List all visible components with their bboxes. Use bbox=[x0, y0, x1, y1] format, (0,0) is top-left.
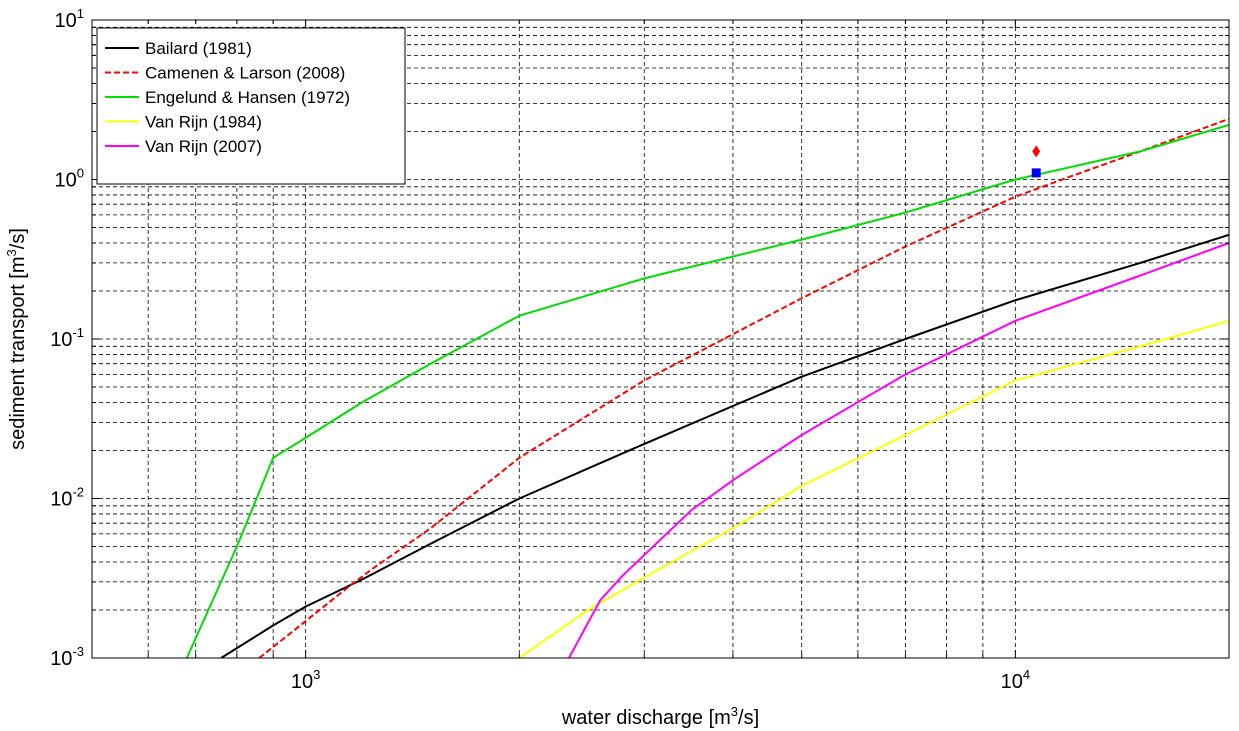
x-tick-label: 103 bbox=[291, 667, 320, 693]
series-line-1 bbox=[258, 117, 1229, 658]
y-tick-label: 10-1 bbox=[50, 325, 84, 351]
marker-diamond bbox=[1032, 145, 1041, 158]
marker-square bbox=[1031, 168, 1041, 178]
legend-label: Van Rijn (1984) bbox=[145, 113, 262, 132]
y-tick-label: 100 bbox=[55, 166, 84, 192]
y-tick-label: 101 bbox=[55, 6, 84, 32]
legend-label: Bailard (1981) bbox=[145, 39, 252, 58]
legend-box bbox=[96, 27, 406, 185]
x-axis-label: water discharge [m3/s] bbox=[561, 704, 759, 729]
legend: Bailard (1981) Camenen & Larson (2008) Eng… bbox=[96, 27, 406, 185]
x-tick-label: 104 bbox=[1001, 667, 1030, 693]
series-line-2 bbox=[185, 123, 1229, 658]
series-line-3 bbox=[518, 319, 1229, 658]
x-tick-labels: 103 104 bbox=[291, 667, 1030, 693]
series-layer bbox=[185, 117, 1229, 658]
series-line-0 bbox=[220, 233, 1229, 658]
marker-layer bbox=[1031, 145, 1041, 178]
grid bbox=[92, 20, 1229, 658]
legend-label: Van Rijn (2007) bbox=[145, 137, 262, 156]
y-tick-label: 10-2 bbox=[50, 485, 84, 511]
tick-marks bbox=[92, 20, 1229, 658]
y-tick-label: 10-3 bbox=[50, 644, 84, 670]
legend-label: Camenen & Larson (2008) bbox=[145, 64, 345, 83]
y-axis-label: sediment transport [m3/s] bbox=[4, 228, 29, 450]
y-tick-labels: 10-3 10-2 10-1 100 101 bbox=[50, 6, 84, 670]
legend-label: Engelund & Hansen (1972) bbox=[145, 88, 350, 107]
series-line-4 bbox=[568, 242, 1229, 658]
